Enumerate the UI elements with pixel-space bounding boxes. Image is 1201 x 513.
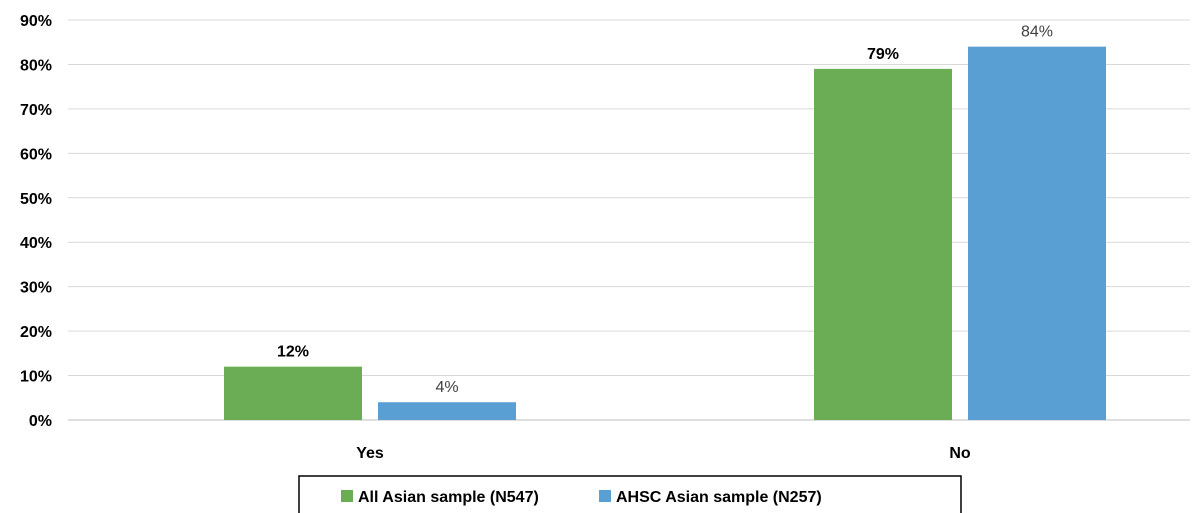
- y-tick-label: 20%: [20, 324, 52, 341]
- y-tick-label: 30%: [20, 280, 52, 297]
- bars: [224, 46, 1106, 421]
- data-labels: 12% 4% 79% 84%: [277, 24, 1053, 397]
- legend: All Asian sample (N547) AHSC Asian sample…: [298, 475, 962, 513]
- category-label-no: No: [949, 445, 971, 462]
- y-tick-label: 70%: [20, 102, 52, 119]
- bar-yes-series-1: [224, 366, 362, 420]
- y-tick-label: 80%: [20, 57, 52, 74]
- bar-no-series-2: [968, 46, 1106, 421]
- data-label: 4%: [435, 379, 458, 396]
- x-axis-category-labels: Yes No: [356, 445, 971, 462]
- y-tick-label: 40%: [20, 235, 52, 252]
- bar-yes-series-2: [378, 402, 516, 420]
- y-tick-label: 50%: [20, 191, 52, 208]
- legend-label: All Asian sample (N547): [358, 489, 539, 506]
- legend-swatch: [599, 490, 611, 502]
- y-tick-label: 10%: [20, 369, 52, 386]
- data-label: 12%: [277, 344, 309, 361]
- data-label: 84%: [1021, 24, 1053, 41]
- legend-box: [298, 475, 962, 513]
- data-label: 79%: [867, 46, 899, 63]
- category-label-yes: Yes: [356, 445, 384, 462]
- legend-swatch: [341, 490, 353, 502]
- bar-no-series-1: [814, 68, 952, 420]
- y-tick-label: 0%: [29, 413, 52, 430]
- legend-label: AHSC Asian sample (N257): [616, 489, 822, 506]
- y-axis-tick-labels: 0% 10% 20% 30% 40% 50% 60% 70% 80% 90%: [20, 13, 52, 430]
- y-tick-label: 90%: [20, 13, 52, 30]
- y-tick-label: 60%: [20, 146, 52, 163]
